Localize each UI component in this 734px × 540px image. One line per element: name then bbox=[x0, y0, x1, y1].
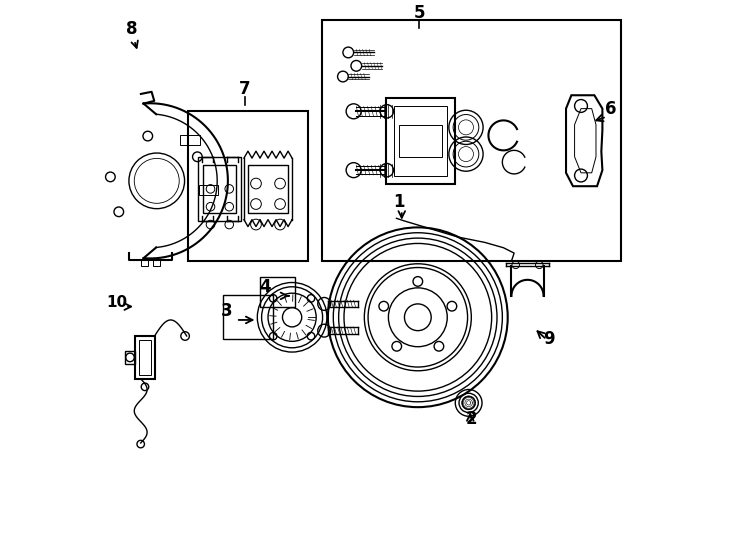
Bar bbox=[386, 98, 455, 184]
Bar bbox=[139, 340, 151, 375]
Bar bbox=[188, 111, 308, 261]
Bar bbox=[141, 259, 148, 266]
Text: 2: 2 bbox=[465, 410, 477, 428]
Bar bbox=[203, 165, 236, 213]
Bar bbox=[248, 165, 288, 213]
Bar bbox=[393, 106, 447, 176]
Text: 6: 6 bbox=[605, 100, 616, 118]
Bar bbox=[125, 351, 135, 364]
Text: 4: 4 bbox=[260, 278, 271, 295]
Text: 3: 3 bbox=[221, 302, 233, 320]
Bar bbox=[135, 336, 155, 379]
Bar bbox=[222, 295, 273, 339]
Bar bbox=[181, 134, 200, 145]
Text: 5: 5 bbox=[414, 4, 425, 22]
Bar bbox=[199, 185, 218, 195]
Bar bbox=[153, 259, 161, 266]
Bar bbox=[260, 277, 295, 307]
Bar bbox=[321, 21, 621, 261]
Text: 8: 8 bbox=[126, 20, 137, 38]
Text: 1: 1 bbox=[393, 193, 405, 211]
Text: 9: 9 bbox=[543, 330, 555, 348]
Bar bbox=[198, 157, 241, 221]
Bar bbox=[399, 125, 442, 157]
Text: 10: 10 bbox=[106, 295, 127, 309]
Text: 7: 7 bbox=[239, 80, 251, 98]
